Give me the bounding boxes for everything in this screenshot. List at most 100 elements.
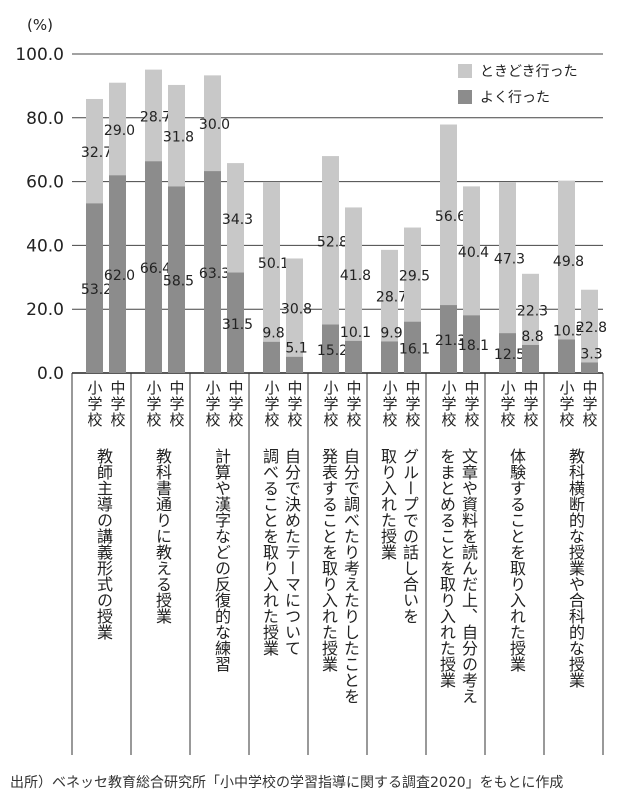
- bar-sometimes: [109, 82, 126, 176]
- bar-often: [263, 341, 280, 373]
- y-tick-label: 100.0: [15, 45, 64, 65]
- data-label-often: 21.3: [435, 333, 466, 349]
- source-note: 出所）ベネッセ教育総合研究所「小中学校の学習指導に関する調査2020」をもとに作…: [10, 775, 564, 791]
- bar-sometimes: [522, 273, 539, 345]
- bar-often: [109, 175, 126, 373]
- bar-sometimes: [86, 98, 103, 204]
- bar-sometimes: [322, 156, 339, 325]
- data-label-often: 31.5: [222, 317, 253, 333]
- category-label: 教科横断的な授業や合科的な授業: [566, 448, 585, 688]
- school-label: 小学校: [204, 380, 222, 428]
- legend-label: よく行った: [480, 90, 550, 106]
- data-label-sometimes: 22.3: [517, 303, 548, 319]
- school-label: 小学校: [263, 380, 281, 428]
- legend-swatch: [458, 64, 472, 78]
- data-label-often: 66.4: [140, 261, 171, 277]
- bar-often: [440, 305, 457, 373]
- bar-sometimes: [463, 186, 480, 316]
- bar-sometimes: [558, 180, 575, 340]
- bar-sometimes: [404, 227, 421, 322]
- bar-often: [145, 161, 162, 373]
- category-label: 自分で調べたり考えたりしたことを: [341, 448, 360, 704]
- bar-sometimes: [204, 75, 221, 172]
- school-label: 小学校: [381, 380, 399, 428]
- school-label: 小学校: [499, 380, 517, 428]
- bar-often: [581, 362, 598, 373]
- legend-label: ときどき行った: [480, 64, 578, 80]
- y-tick-label: 80.0: [26, 109, 64, 129]
- data-label-sometimes: 47.3: [494, 252, 525, 268]
- data-label-often: 58.5: [163, 274, 194, 290]
- school-label: 中学校: [109, 380, 127, 428]
- data-label-often: 5.1: [285, 341, 307, 357]
- data-label-sometimes: 49.8: [553, 254, 584, 270]
- bar-sometimes: [345, 207, 362, 341]
- data-label-often: 10.5: [553, 324, 584, 340]
- bar-often: [558, 339, 575, 373]
- bar-sometimes: [263, 181, 280, 342]
- category-label: 教科書通りに教える授業: [153, 448, 172, 624]
- school-label: 中学校: [522, 380, 540, 428]
- bar-sometimes: [440, 124, 457, 306]
- bar-sometimes: [168, 84, 185, 187]
- school-label: 中学校: [404, 380, 422, 428]
- bar-often: [345, 340, 362, 373]
- bar-often: [381, 341, 398, 373]
- bar-often: [404, 321, 421, 373]
- data-label-often: 18.1: [458, 338, 489, 354]
- data-label-sometimes: 34.3: [222, 212, 253, 228]
- data-label-sometimes: 31.8: [163, 130, 194, 146]
- category-label: 発表することを取り入れた授業: [319, 448, 338, 672]
- data-label-sometimes: 22.8: [576, 320, 607, 336]
- bar-often: [227, 272, 244, 373]
- bar-often: [322, 324, 339, 373]
- school-label: 小学校: [440, 380, 458, 428]
- school-label: 中学校: [345, 380, 363, 428]
- category-label: 取り入れた授業: [378, 448, 397, 560]
- data-label-sometimes: 56.6: [435, 209, 466, 225]
- category-label: 自分で決めたテーマについて: [282, 448, 301, 656]
- bar-sometimes: [381, 249, 398, 342]
- school-label: 中学校: [227, 380, 245, 428]
- data-label-sometimes: 30.8: [281, 302, 312, 318]
- data-label-sometimes: 29.5: [399, 269, 430, 285]
- bar-often: [522, 344, 539, 373]
- data-label-often: 12.5: [494, 347, 525, 363]
- bar-sometimes: [499, 182, 516, 334]
- school-label: 小学校: [145, 380, 163, 428]
- data-label-sometimes: 28.7: [376, 290, 407, 306]
- data-label-often: 15.2: [317, 343, 348, 359]
- category-label: 体験することを取り入れた授業: [507, 448, 526, 672]
- data-label-sometimes: 40.4: [458, 245, 489, 261]
- data-label-sometimes: 28.7: [140, 109, 171, 125]
- category-label: 計算や漢字などの反復的な練習: [212, 448, 231, 672]
- data-label-often: 9.9: [380, 325, 402, 341]
- data-label-often: 3.3: [580, 346, 602, 362]
- data-label-often: 53.2: [81, 282, 112, 298]
- bar-often: [204, 171, 221, 373]
- category-label: 調べることを取り入れた授業: [260, 448, 279, 656]
- data-label-often: 9.8: [262, 326, 284, 342]
- data-label-often: 63.3: [199, 266, 230, 282]
- y-tick-label: 60.0: [26, 173, 64, 193]
- y-tick-label: 20.0: [26, 300, 64, 320]
- y-tick-label: 40.0: [26, 236, 64, 256]
- data-label-often: 16.1: [399, 341, 430, 357]
- category-label: 文章や資料を読んだ上、自分の考え: [459, 448, 478, 704]
- bar-sometimes: [145, 69, 162, 162]
- bar-often: [499, 333, 516, 373]
- data-label-sometimes: 41.8: [340, 268, 371, 284]
- school-label: 小学校: [558, 380, 576, 428]
- bar-sometimes: [227, 163, 244, 273]
- data-label-sometimes: 29.0: [104, 123, 135, 139]
- data-label-often: 8.8: [521, 329, 543, 345]
- data-label-sometimes: 52.8: [317, 234, 348, 250]
- y-tick-label: 0.0: [37, 364, 64, 384]
- data-label-often: 62.0: [104, 268, 135, 284]
- bar-sometimes: [286, 258, 303, 357]
- data-label-sometimes: 30.0: [199, 117, 230, 133]
- category-label: 教師主導の講義形式の授業: [94, 448, 113, 640]
- school-label: 中学校: [581, 380, 599, 428]
- legend-swatch: [458, 90, 472, 104]
